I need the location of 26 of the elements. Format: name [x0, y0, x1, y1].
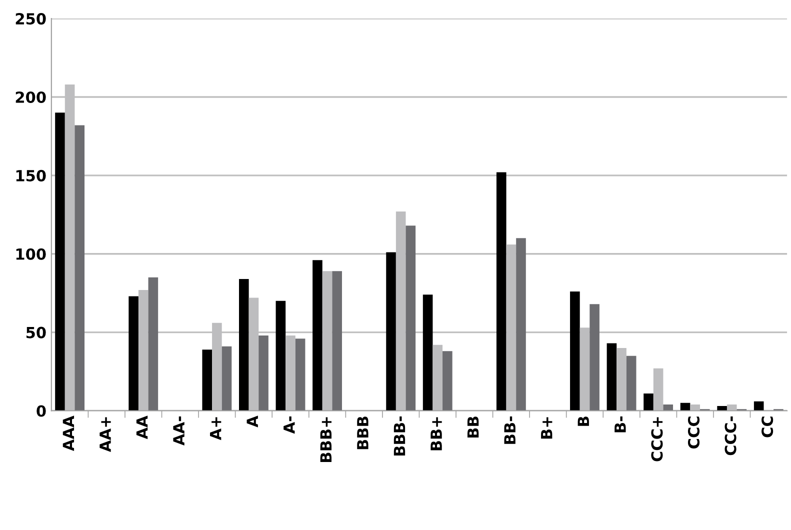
x-tick-label: A: [246, 416, 258, 428]
x-tick-label: A+: [210, 417, 222, 440]
x-tick-label: AA+: [100, 417, 111, 452]
x-tick-label: B+: [541, 417, 552, 439]
x-tick-label: BB: [467, 416, 479, 438]
y-tick-label: 250: [16, 13, 46, 25]
x-tick-label: BBB: [357, 416, 368, 450]
x-tick-label: BBB-: [394, 416, 406, 456]
x-tick-label: BB+: [430, 417, 442, 450]
x-tick-label: AA-: [173, 416, 184, 446]
y-tick-label: 100: [16, 248, 46, 260]
y-tick-label: 200: [16, 91, 46, 104]
x-tick-label: B-: [614, 416, 626, 432]
x-tick-label: CC: [762, 416, 774, 438]
x-tick-label: BB-: [504, 416, 516, 444]
y-tick-label: 150: [16, 170, 46, 182]
y-tick-label: 0: [36, 405, 46, 417]
x-tick-label: AAA: [62, 416, 74, 452]
y-tick-label: 50: [26, 326, 46, 338]
x-tick-label: CCC: [688, 416, 700, 448]
x-tick-label: B: [578, 416, 589, 426]
x-tick-label: CCC+: [651, 417, 663, 462]
x-tick-label: BBB+: [320, 417, 332, 462]
x-tick-label: CCC-: [724, 416, 736, 456]
x-tick-label: A-: [284, 416, 295, 434]
x-tick-label: AA: [136, 416, 148, 440]
